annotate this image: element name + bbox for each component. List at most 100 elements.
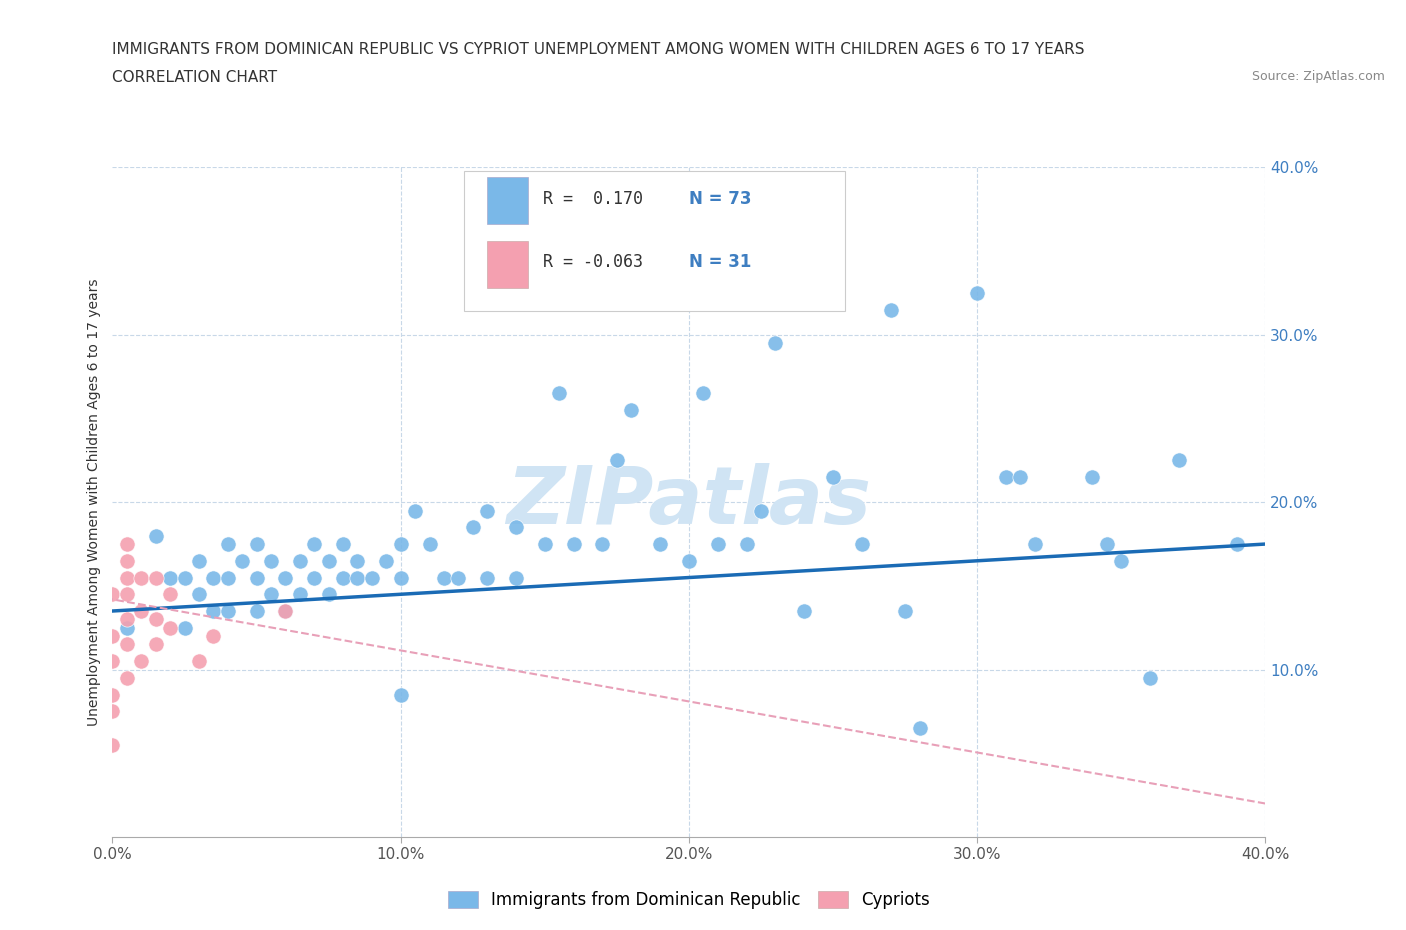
Y-axis label: Unemployment Among Women with Children Ages 6 to 17 years: Unemployment Among Women with Children A… — [87, 278, 101, 726]
Point — [1139, 671, 1161, 685]
Point — [304, 537, 326, 551]
Point — [648, 537, 672, 551]
Point — [202, 570, 225, 585]
Point — [389, 537, 412, 551]
Point — [678, 553, 700, 568]
Point — [101, 587, 124, 602]
Point — [87, 604, 110, 618]
Point — [389, 687, 412, 702]
Point — [1095, 537, 1118, 551]
Point — [245, 537, 267, 551]
Point — [101, 704, 124, 719]
Point — [1010, 470, 1032, 485]
Point — [475, 570, 498, 585]
Point — [115, 671, 138, 685]
Point — [274, 604, 297, 618]
Point — [115, 637, 138, 652]
Point — [129, 654, 153, 669]
Point — [606, 453, 628, 468]
FancyBboxPatch shape — [486, 241, 527, 288]
Point — [793, 604, 815, 618]
Point — [115, 587, 138, 602]
Point — [129, 604, 153, 618]
Legend: Immigrants from Dominican Republic, Cypriots: Immigrants from Dominican Republic, Cypr… — [441, 884, 936, 916]
Point — [706, 537, 728, 551]
Point — [159, 587, 181, 602]
Point — [821, 470, 844, 485]
Point — [505, 570, 527, 585]
Text: CORRELATION CHART: CORRELATION CHART — [112, 70, 277, 85]
Point — [894, 604, 917, 618]
Text: IMMIGRANTS FROM DOMINICAN REPUBLIC VS CYPRIOT UNEMPLOYMENT AMONG WOMEN WITH CHIL: IMMIGRANTS FROM DOMINICAN REPUBLIC VS CY… — [112, 42, 1085, 57]
Point — [87, 754, 110, 769]
Point — [332, 537, 354, 551]
Point — [880, 302, 903, 317]
Point — [101, 687, 124, 702]
Point — [115, 570, 138, 585]
Point — [217, 604, 239, 618]
Point — [87, 729, 110, 744]
Point — [173, 570, 195, 585]
Point — [404, 503, 426, 518]
Text: ZIPatlas: ZIPatlas — [506, 463, 872, 541]
Point — [101, 629, 124, 644]
Point — [245, 570, 267, 585]
Text: N = 31: N = 31 — [689, 254, 751, 272]
Point — [548, 386, 571, 401]
Point — [217, 570, 239, 585]
Point — [129, 570, 153, 585]
Point — [115, 537, 138, 551]
Point — [360, 570, 382, 585]
Point — [332, 570, 354, 585]
Point — [447, 570, 470, 585]
Point — [188, 587, 211, 602]
Point — [87, 662, 110, 677]
Point — [620, 403, 643, 418]
FancyBboxPatch shape — [464, 171, 845, 312]
Point — [101, 737, 124, 752]
Point — [749, 503, 772, 518]
Point — [260, 587, 283, 602]
Text: R =  0.170: R = 0.170 — [543, 190, 643, 208]
Point — [461, 520, 484, 535]
Point — [260, 553, 283, 568]
Point — [318, 587, 340, 602]
Point — [145, 528, 167, 543]
Point — [87, 696, 110, 711]
Point — [145, 637, 167, 652]
Point — [995, 470, 1018, 485]
Point — [173, 620, 195, 635]
Point — [202, 629, 225, 644]
Point — [188, 654, 211, 669]
Point — [346, 553, 368, 568]
Point — [288, 553, 311, 568]
Point — [1111, 553, 1133, 568]
Point — [231, 553, 253, 568]
Point — [346, 570, 368, 585]
Point — [419, 537, 441, 551]
Point — [217, 537, 239, 551]
Point — [908, 721, 931, 736]
Text: Source: ZipAtlas.com: Source: ZipAtlas.com — [1251, 70, 1385, 83]
Text: R = -0.063: R = -0.063 — [543, 254, 643, 272]
Point — [433, 570, 456, 585]
Point — [1226, 537, 1249, 551]
Point — [1024, 537, 1046, 551]
Point — [145, 612, 167, 627]
Point — [159, 570, 181, 585]
Point — [533, 537, 555, 551]
Point — [966, 286, 988, 300]
Point — [318, 553, 340, 568]
Point — [851, 537, 873, 551]
Point — [115, 612, 138, 627]
Point — [592, 537, 614, 551]
Text: N = 73: N = 73 — [689, 190, 751, 208]
Point — [475, 503, 498, 518]
Point — [115, 620, 138, 635]
Point — [188, 553, 211, 568]
Point — [562, 537, 585, 551]
Point — [765, 336, 787, 351]
Point — [288, 587, 311, 602]
Point — [375, 553, 398, 568]
Point — [505, 520, 527, 535]
